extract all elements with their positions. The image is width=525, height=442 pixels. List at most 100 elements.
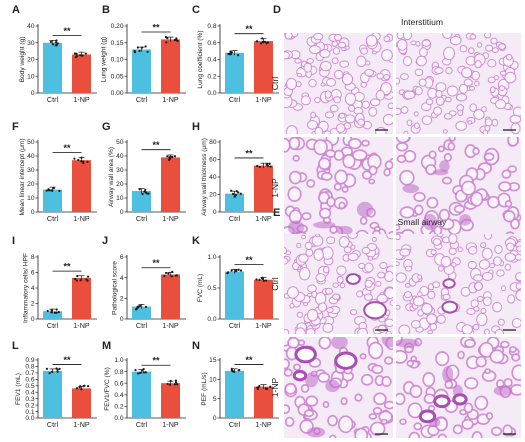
alveolus — [470, 191, 484, 207]
alveolus — [480, 307, 487, 314]
alveolus — [396, 261, 400, 267]
data-point — [82, 385, 85, 388]
data-point — [173, 38, 177, 42]
alveolus — [305, 328, 316, 334]
y-tick-label: 15 — [209, 357, 217, 364]
alveolus — [511, 318, 521, 328]
data-point — [256, 164, 259, 168]
alveolus — [437, 433, 447, 438]
row-label: 1-NP — [270, 178, 280, 198]
alveolus — [438, 265, 444, 272]
alveolus — [509, 114, 521, 124]
alveolus — [358, 262, 366, 270]
alveolus — [483, 328, 490, 334]
alveolus — [491, 47, 499, 53]
alveolus — [478, 341, 494, 358]
data-point — [145, 192, 148, 195]
alveolus — [507, 137, 519, 147]
alveolus — [502, 424, 513, 437]
y-tick-label: 0 — [213, 209, 217, 216]
alveolus — [491, 118, 499, 127]
alveolus — [472, 323, 480, 331]
alveolus — [380, 418, 388, 425]
data-point — [237, 191, 240, 194]
alveolus — [422, 372, 436, 388]
data-point — [55, 43, 58, 46]
alveolus — [384, 287, 393, 300]
data-point — [230, 269, 233, 272]
alveolus — [332, 282, 339, 288]
y-axis-title: Pathological score — [111, 261, 118, 315]
y-tick-label: 0.0 — [114, 415, 123, 422]
alveolus — [306, 58, 314, 64]
alveolus — [398, 324, 411, 334]
y-axis-title: FVC (mL) — [197, 274, 204, 303]
alveolus — [300, 95, 312, 106]
data-point — [84, 52, 87, 55]
data-point — [233, 195, 236, 198]
y-tick-label: 60 — [209, 157, 217, 164]
y-tick-label: 0.5 — [25, 383, 34, 390]
micrograph — [284, 137, 393, 239]
alveolus — [320, 82, 326, 87]
data-point — [134, 368, 137, 372]
alveolus — [404, 346, 414, 354]
data-point — [144, 305, 148, 308]
data-point — [170, 275, 174, 278]
alveolus — [303, 409, 315, 418]
alveolus — [453, 204, 466, 214]
x-tick-label: 1-NP — [73, 214, 90, 223]
alveolus — [501, 169, 512, 179]
row-label: Ctrl — [270, 77, 280, 90]
bar-1-np — [254, 41, 273, 93]
y-axis-title: Body weight (g) — [19, 37, 26, 83]
data-point — [265, 42, 268, 45]
alveolus — [434, 66, 444, 74]
y-tick-label: 0 — [31, 90, 35, 97]
alveolus — [381, 49, 393, 62]
y-tick-label: 0.4 — [25, 389, 34, 396]
data-point — [49, 40, 53, 44]
y-tick-label: 40 — [27, 23, 35, 30]
alveolus — [468, 47, 475, 55]
alveolus — [469, 103, 477, 112]
alveolus — [354, 427, 369, 438]
alveolus — [442, 33, 453, 39]
alveolus — [510, 218, 520, 230]
y-tick-label: 0.9 — [25, 357, 34, 364]
airway — [442, 278, 456, 289]
alveolus — [377, 324, 387, 333]
x-tick-label: Ctrl — [229, 321, 241, 330]
airway — [345, 273, 361, 285]
y-tick-label: 30 — [27, 40, 35, 47]
alveolus — [432, 238, 442, 246]
y-tick-label: 0 — [31, 316, 35, 323]
alveolus — [516, 245, 521, 252]
x-tick-label: 1-NP — [162, 420, 179, 429]
alveolus — [315, 234, 321, 238]
data-point — [138, 188, 141, 191]
y-tick-label: 0.8 — [114, 369, 123, 376]
data-point — [167, 272, 170, 275]
alveolus — [383, 73, 390, 80]
alveolus — [368, 178, 376, 185]
data-point — [137, 305, 140, 308]
data-point — [55, 311, 58, 314]
alveolus — [402, 56, 413, 67]
alveolus — [382, 113, 393, 126]
alveolus — [496, 269, 505, 277]
data-point — [50, 309, 53, 312]
x-tick-label: Ctrl — [136, 95, 148, 104]
x-tick-label: 1-NP — [73, 321, 90, 330]
alveolus — [341, 73, 354, 86]
alveolus — [286, 286, 299, 299]
alveolus — [347, 252, 359, 262]
alveolus — [375, 127, 387, 134]
data-point — [258, 278, 261, 281]
alveolus — [335, 123, 346, 134]
alveolus — [408, 431, 421, 438]
y-tick-label: 1.0 — [207, 254, 216, 261]
alveolus — [426, 313, 438, 325]
data-point — [171, 155, 174, 159]
alveolus — [498, 43, 506, 50]
